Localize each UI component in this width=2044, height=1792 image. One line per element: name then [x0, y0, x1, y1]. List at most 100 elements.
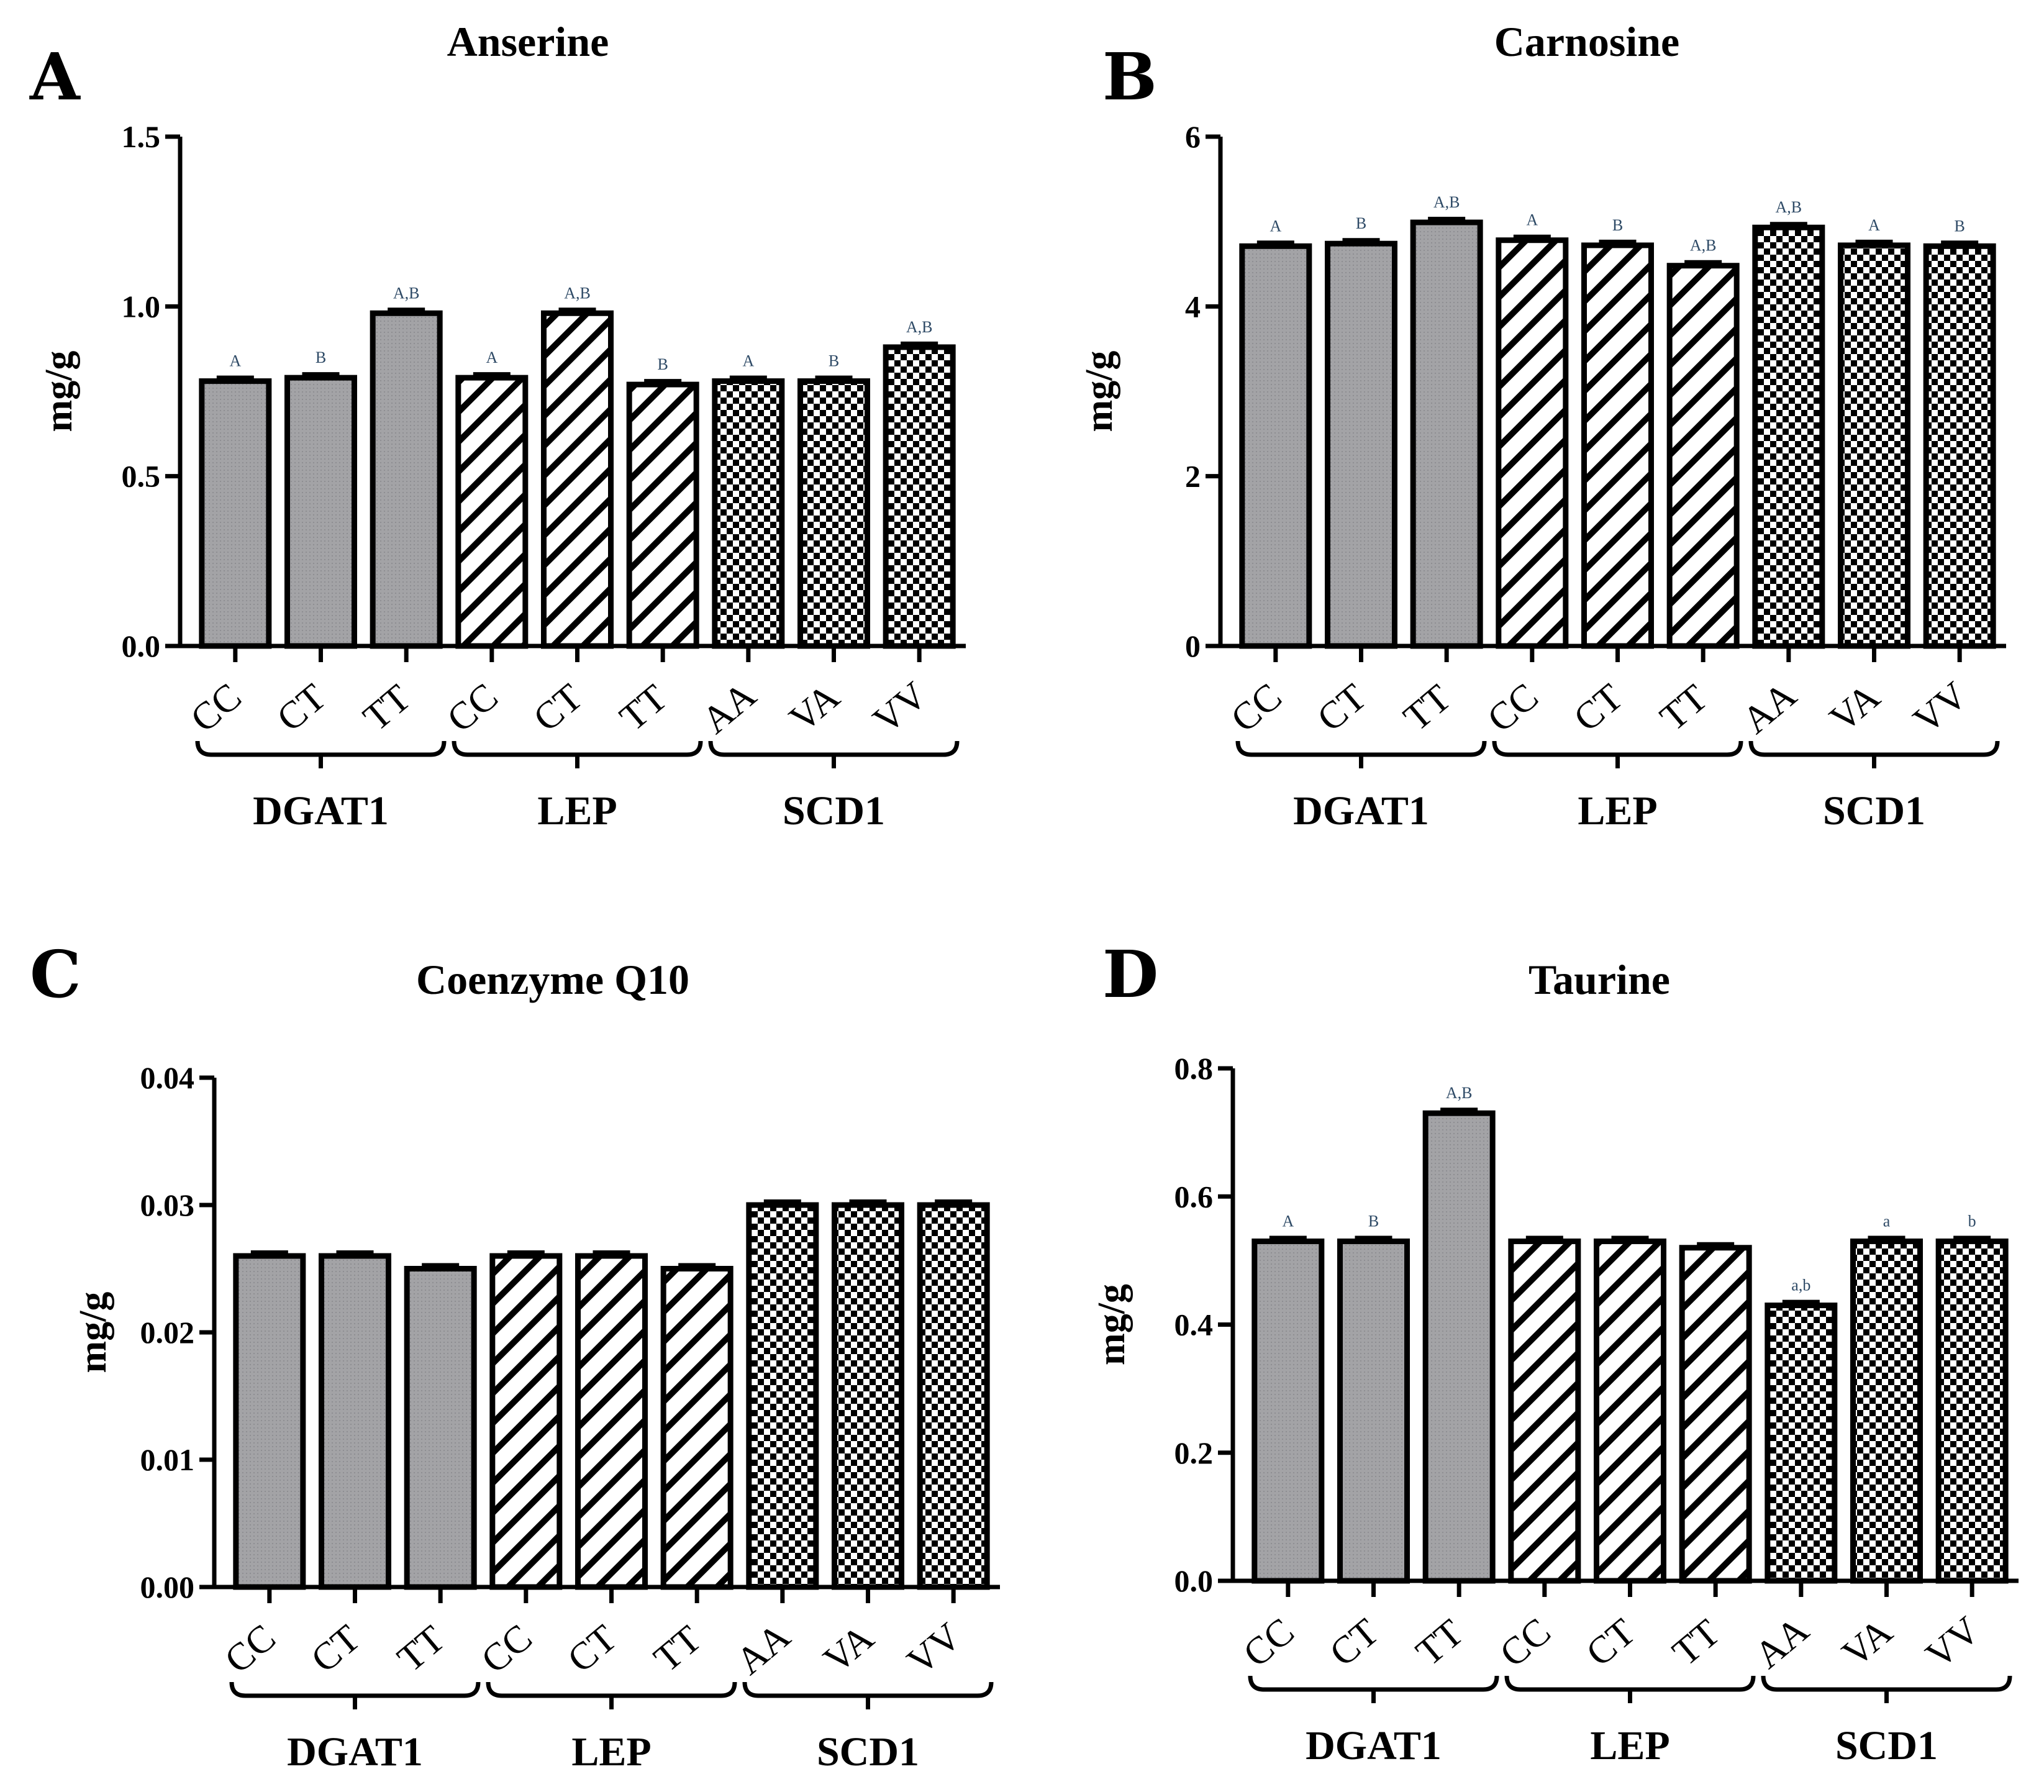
y-tick-label: 1.0 — [122, 289, 161, 324]
x-tick-label: CT — [525, 676, 590, 740]
y-tick-label: 0.0 — [122, 629, 161, 663]
panel-C: C Coenzyme Q10 mg/g 0.00 0.01 0.02 0.03 0.04 CC C… — [30, 936, 1000, 1775]
bar-tt[interactable] — [1679, 1245, 1752, 1584]
group-bracket — [486, 1681, 737, 1698]
x-tick-label: CC — [217, 1616, 283, 1681]
chart-title: Coenzyme Q10 — [416, 956, 689, 1003]
group-label-dgat1: DGAT1 — [1306, 1723, 1442, 1768]
significance-label: A,B — [1690, 237, 1717, 255]
x-tick-label: TT — [1665, 1611, 1728, 1674]
y-tick-label: 0.4 — [1174, 1308, 1214, 1342]
bar-tt[interactable] — [1410, 219, 1483, 649]
significance-label: B — [1356, 214, 1366, 232]
group-label-lep: LEP — [571, 1729, 651, 1775]
y-tick-label: 0 — [1185, 629, 1201, 663]
x-tick-label: CC — [1235, 1610, 1302, 1675]
bar-ct[interactable] — [1337, 1238, 1410, 1584]
y-tick-label: 0.00 — [140, 1570, 195, 1604]
x-tick-label: CC — [1479, 675, 1546, 740]
bar-cc[interactable] — [233, 1253, 306, 1590]
chart-title: Taurine — [1528, 956, 1670, 1003]
y-tick-label: 4 — [1185, 289, 1201, 324]
x-tick-label: AA — [729, 1615, 798, 1683]
bar-va[interactable] — [1838, 242, 1910, 649]
x-tick-label: AA — [1735, 674, 1804, 742]
bar-cc[interactable] — [1239, 243, 1312, 649]
x-tick-label: TT — [389, 1617, 453, 1680]
x-tick-label: TT — [646, 1617, 709, 1680]
bar-va[interactable] — [832, 1202, 904, 1590]
y-tick-label: 0.02 — [140, 1315, 195, 1350]
significance-label: A,B — [906, 318, 933, 336]
panel-letter: C — [30, 936, 81, 1012]
bar-tt[interactable] — [660, 1266, 734, 1590]
x-tick-label: TT — [612, 676, 675, 739]
group-bracket — [1492, 740, 1743, 757]
bar-tt[interactable] — [370, 310, 443, 649]
bar-vv[interactable] — [1935, 1238, 2009, 1584]
x-tick-label: CT — [303, 1617, 368, 1681]
x-tick-label: VV — [1905, 674, 1975, 742]
bar-tt[interactable] — [1666, 263, 1740, 649]
x-tick-label: TT — [1652, 676, 1715, 739]
panel-A: A Anserine mg/g 0.0 0.5 1.0 1.5 CC A CT B TT A,B CC A C… — [29, 18, 966, 834]
bar-tt[interactable] — [1422, 1110, 1496, 1584]
bar-cc[interactable] — [1508, 1238, 1581, 1584]
group-bracket — [1761, 1675, 2012, 1692]
panel-letter: D — [1102, 936, 1158, 1012]
bar-ct[interactable] — [1581, 242, 1654, 649]
bar-ct[interactable] — [1594, 1238, 1666, 1584]
bar-va[interactable] — [797, 378, 870, 649]
group-bracket — [195, 740, 447, 757]
bar-aa[interactable] — [712, 378, 785, 649]
bar-aa[interactable] — [746, 1202, 819, 1590]
group-label-scd1: SCD1 — [783, 788, 885, 834]
y-tick-label: 6 — [1185, 119, 1201, 154]
x-tick-label: AA — [1747, 1609, 1817, 1677]
y-tick-label: 0.8 — [1174, 1051, 1214, 1086]
x-tick-label: CT — [1566, 676, 1630, 740]
x-tick-label: CC — [183, 675, 249, 740]
x-tick-label: AA — [694, 674, 764, 742]
bar-tt[interactable] — [626, 381, 699, 649]
bar-cc[interactable] — [1496, 237, 1569, 649]
bar-ct[interactable] — [1325, 240, 1397, 649]
y-tick-label: 0.6 — [1174, 1179, 1214, 1214]
significance-label: A,B — [393, 284, 420, 302]
x-tick-label: VV — [1918, 1609, 1987, 1677]
bar-vv[interactable] — [917, 1202, 990, 1590]
significance-label: b — [1968, 1212, 1976, 1230]
y-axis-label: mg/g — [1078, 351, 1120, 432]
bar-ct[interactable] — [284, 375, 357, 649]
bar-ct[interactable] — [319, 1253, 391, 1590]
bar-ct[interactable] — [541, 310, 614, 649]
bar-aa[interactable] — [1752, 224, 1825, 649]
bar-tt[interactable] — [404, 1266, 477, 1590]
bar-cc[interactable] — [1251, 1238, 1325, 1584]
bar-va[interactable] — [1850, 1238, 1923, 1584]
x-tick-label: CT — [1578, 1611, 1643, 1675]
bar-ct[interactable] — [575, 1253, 648, 1590]
y-tick-label: 0.03 — [140, 1188, 195, 1222]
bar-vv[interactable] — [1923, 243, 1996, 649]
group-bracket — [1248, 1675, 1499, 1692]
y-axis-label: mg/g — [1091, 1284, 1133, 1365]
y-axis-label: mg/g — [72, 1292, 114, 1373]
group-bracket — [742, 1681, 994, 1698]
y-tick-label: 0.5 — [122, 459, 161, 494]
bar-cc[interactable] — [455, 375, 529, 649]
y-axis-label: mg/g — [38, 351, 80, 432]
x-tick-label: CT — [269, 676, 334, 740]
bar-vv[interactable] — [883, 344, 956, 649]
y-tick-label: 2 — [1185, 459, 1201, 494]
x-tick-label: CT — [1309, 676, 1374, 740]
x-tick-label: CC — [1492, 1610, 1558, 1675]
x-tick-label: TT — [355, 676, 419, 739]
group-bracket — [229, 1681, 481, 1698]
significance-label: A,B — [1446, 1084, 1473, 1102]
bar-cc[interactable] — [489, 1253, 563, 1590]
bar-aa[interactable] — [1765, 1303, 1838, 1584]
bar-cc[interactable] — [199, 378, 272, 649]
x-tick-label: CT — [1322, 1611, 1386, 1675]
